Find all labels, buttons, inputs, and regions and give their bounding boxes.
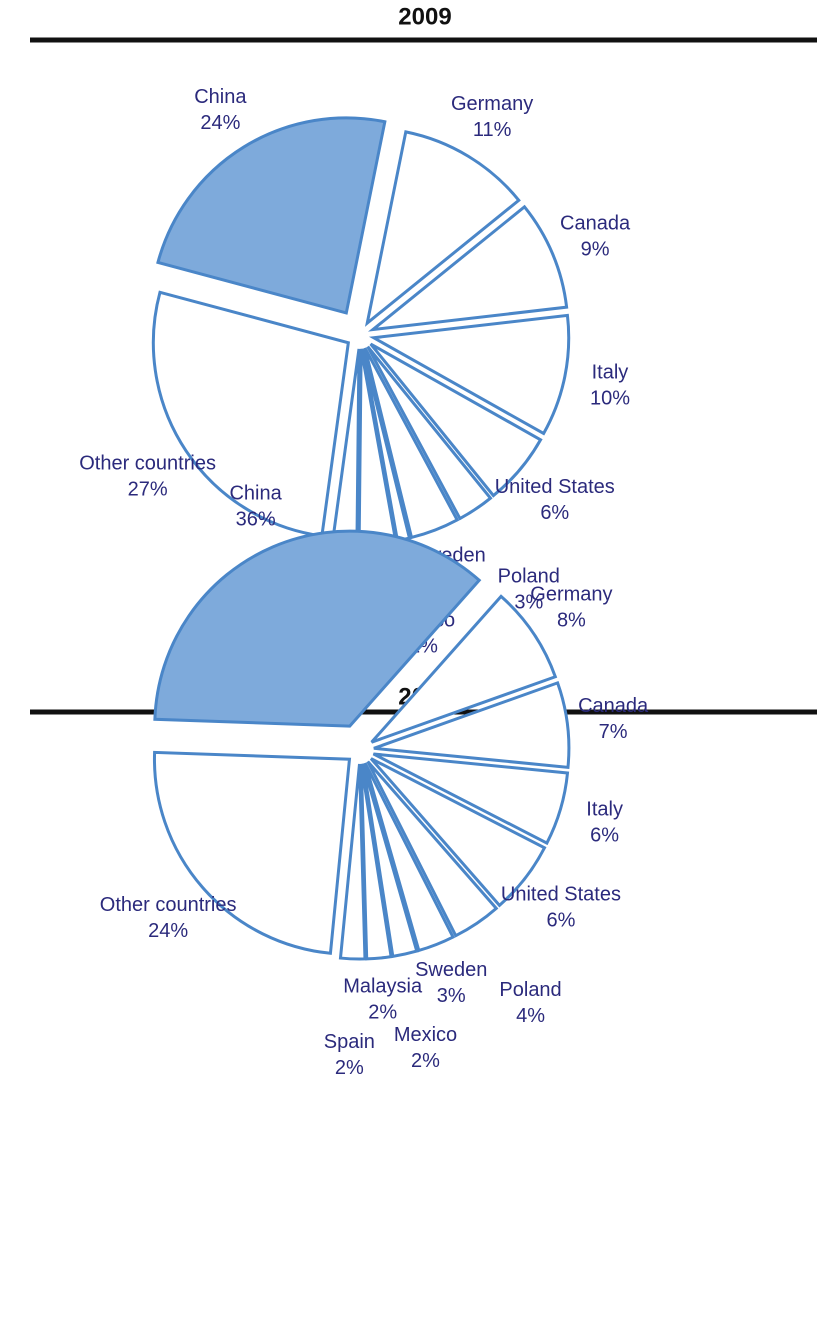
slice-label-name: Italy — [592, 362, 629, 384]
slice-label: Malaysia 2% — [343, 975, 423, 1023]
slice-label-value: 7% — [599, 721, 628, 743]
slice-label: United States 6% — [495, 476, 615, 524]
slice-label-value: 36% — [236, 509, 276, 531]
slice-label: Germany 8% — [530, 584, 612, 632]
slice-label: Canada 9% — [560, 212, 631, 260]
slice-label-value: 27% — [128, 478, 168, 500]
slice-label: Other countries 24% — [100, 894, 237, 942]
slice-label-name: Mexico — [394, 1024, 457, 1046]
pie-slice — [359, 763, 393, 961]
slice-label-name: Sweden — [415, 959, 487, 981]
slice-label: Mexico 2% — [394, 1024, 457, 1072]
pie-slice — [338, 763, 367, 961]
pie-slice — [372, 752, 570, 846]
slice-label-value: 3% — [514, 591, 543, 613]
slice-label-name: Malaysia — [343, 975, 423, 997]
slice-label-name: Poland — [499, 979, 561, 1001]
slice-label-name: Poland — [498, 565, 560, 587]
pie-slice — [153, 750, 352, 955]
slice-label-value: 9% — [581, 238, 610, 260]
pie-slice — [363, 762, 456, 953]
slice-label-name: Italy — [586, 798, 623, 820]
pie-slice — [366, 345, 493, 521]
slice-label-name: Germany — [530, 584, 612, 606]
slice-label: Italy 6% — [586, 798, 623, 846]
pie-slice — [151, 290, 351, 538]
slice-label: Other countries 27% — [79, 452, 216, 500]
chart-title: 2009 — [398, 3, 451, 30]
slice-label-name: Canada — [578, 695, 649, 717]
pie-slice — [370, 594, 558, 744]
slice-label-value: 8% — [557, 610, 586, 632]
pie-slice — [361, 763, 419, 959]
slice-label-value: 10% — [590, 388, 630, 410]
slice-label-value: 2% — [411, 1050, 440, 1072]
slice-label: Italy 10% — [590, 362, 630, 410]
pie-slice — [153, 529, 482, 728]
slice-label-value: 11% — [473, 119, 512, 141]
slice-label: Spain 2% — [324, 1031, 375, 1079]
slice-label-value: 6% — [540, 502, 569, 524]
slice-label-name: United States — [495, 476, 615, 498]
slice-label: Poland 3% — [498, 565, 560, 613]
slice-label-value: 6% — [546, 909, 575, 931]
pie-slice — [368, 313, 571, 436]
slice-label-name: China — [194, 86, 247, 108]
slice-label: Poland 4% — [499, 979, 561, 1027]
slice-label-name: Canada — [560, 212, 631, 234]
slice-label-value: 24% — [148, 920, 188, 942]
slice-label-value: 4% — [516, 1005, 545, 1027]
pie-slice — [366, 760, 499, 938]
slice-label-value: 3% — [437, 985, 466, 1007]
slice-label-name: Spain — [324, 1031, 375, 1053]
pie-slice — [363, 347, 460, 540]
slice-label: Germany 11% — [451, 93, 533, 141]
slice-label-name: China — [229, 483, 282, 505]
pie-slice — [373, 680, 571, 769]
slice-label-value: 24% — [200, 112, 240, 134]
pie-slice — [364, 130, 521, 327]
pie-slice — [367, 204, 569, 332]
pie-slice — [156, 116, 387, 315]
slice-label-value: 2% — [335, 1057, 364, 1079]
slice-label: China 24% — [194, 86, 247, 134]
slice-label-value: 2% — [368, 1001, 397, 1023]
pie-slice — [369, 757, 547, 908]
slice-label: Sweden 3% — [415, 959, 487, 1007]
slice-label-name: Other countries — [79, 452, 216, 474]
slice-label: United States 6% — [501, 883, 621, 931]
slice-label-name: Other countries — [100, 894, 237, 916]
pie-slice — [369, 342, 543, 498]
slice-label: Canada 7% — [578, 695, 649, 743]
slice-label: China 36% — [229, 483, 282, 531]
slice-label-name: United States — [501, 883, 621, 905]
slice-label-value: 6% — [590, 824, 619, 846]
slice-label-name: Germany — [451, 93, 533, 115]
